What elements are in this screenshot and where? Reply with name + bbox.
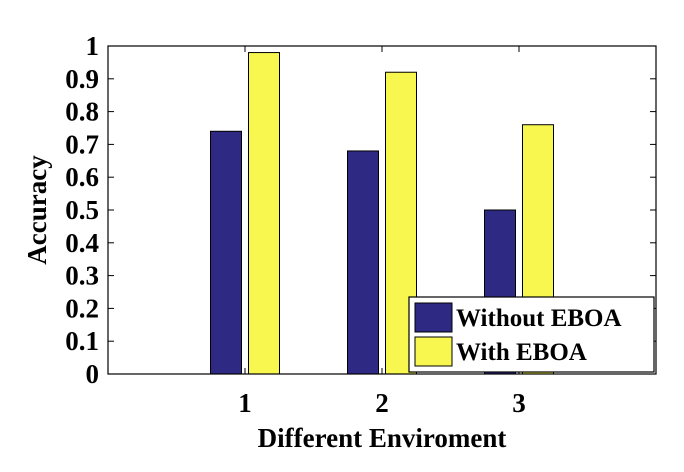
bar-without-eboa-1 [210,130,242,375]
x-tick-label: 1 [238,388,252,418]
y-tick-label: 0 [86,359,100,389]
y-tick-label: 0.5 [65,195,99,225]
x-axis-label: Different Enviroment [258,423,507,453]
y-tick-label: 0.2 [65,293,99,323]
y-axis-label: Accuracy [22,155,52,265]
legend-swatch-with-eboa [414,336,453,367]
legend-label-with-eboa: With EBOA [456,339,587,366]
legend: Without EBOA With EBOA [408,296,655,373]
x-tick-label: 2 [375,388,389,418]
y-tick-label: 0.6 [65,162,99,192]
x-tick-label: 3 [512,388,526,418]
ticks-group [108,45,656,375]
y-tick-label: 0.9 [65,64,99,94]
legend-label-without-eboa: Without EBOA [456,305,622,332]
y-tick-label: 0.1 [65,326,99,356]
y-tick-label: 0.4 [65,228,99,258]
y-tick-label: 1 [86,31,100,61]
y-tick-label: 0.8 [65,97,99,127]
legend-swatch-without-eboa [414,302,453,333]
y-tick-label: 0.7 [65,129,99,159]
x-tick-labels: 1 2 3 [238,388,526,418]
bar-with-eboa-1 [248,52,280,375]
y-tick-labels: 00.10.20.30.40.50.60.70.80.91 [65,31,99,389]
y-tick-label: 0.3 [65,261,99,291]
bar-without-eboa-2 [347,150,379,375]
